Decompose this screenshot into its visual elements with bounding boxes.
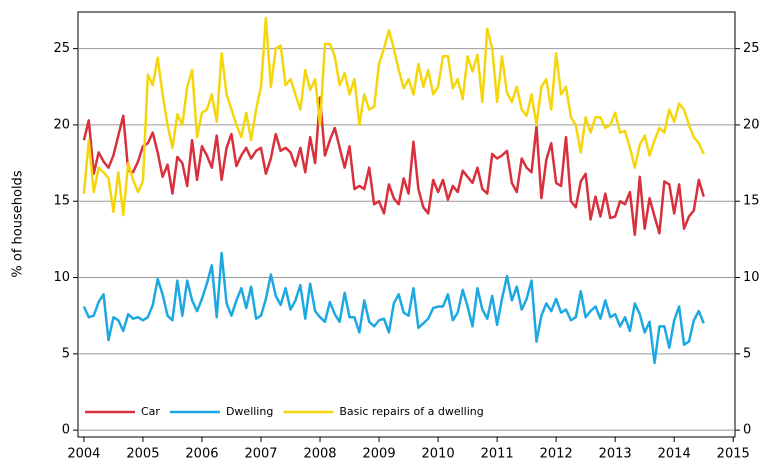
- y-tick-label: 20: [53, 117, 70, 132]
- y-tick-label: 5: [62, 346, 70, 361]
- x-tick-label: 2006: [185, 447, 218, 462]
- series-line: [82, 16, 705, 217]
- legend-label: Dwelling: [226, 405, 273, 418]
- x-tick-label: 2008: [303, 447, 336, 462]
- y2-tick-label: 20: [743, 117, 760, 132]
- x-tick-label: 2004: [67, 447, 100, 462]
- legend-label: Car: [141, 405, 160, 418]
- x-tick-label: 2012: [540, 447, 573, 462]
- y2-tick-label: 25: [743, 41, 760, 56]
- y2-tick-label: 15: [743, 194, 760, 209]
- x-tick-label: 2011: [481, 447, 514, 462]
- x-tick-label: 2014: [658, 447, 691, 462]
- x-tick-label: 2005: [126, 447, 159, 462]
- y-tick-label: 10: [53, 270, 70, 285]
- y-tick-label: 25: [53, 41, 70, 56]
- x-tick-label: 2009: [363, 447, 396, 462]
- legend-label: Basic repairs of a dwelling: [339, 405, 483, 418]
- x-tick-label: 2010: [422, 447, 455, 462]
- series-line: [82, 96, 705, 237]
- y2-tick-label: 0: [743, 423, 751, 438]
- y-tick-label: 15: [53, 194, 70, 209]
- y-axis-label: % of households: [11, 170, 26, 277]
- y2-tick-label: 5: [743, 346, 751, 361]
- x-tick-label: 2013: [599, 447, 632, 462]
- y-tick-label: 0: [62, 423, 70, 438]
- x-tick-label: 2007: [244, 447, 277, 462]
- x-tick-label: 2015: [717, 447, 750, 462]
- y2-tick-label: 10: [743, 270, 760, 285]
- series-line: [82, 251, 705, 365]
